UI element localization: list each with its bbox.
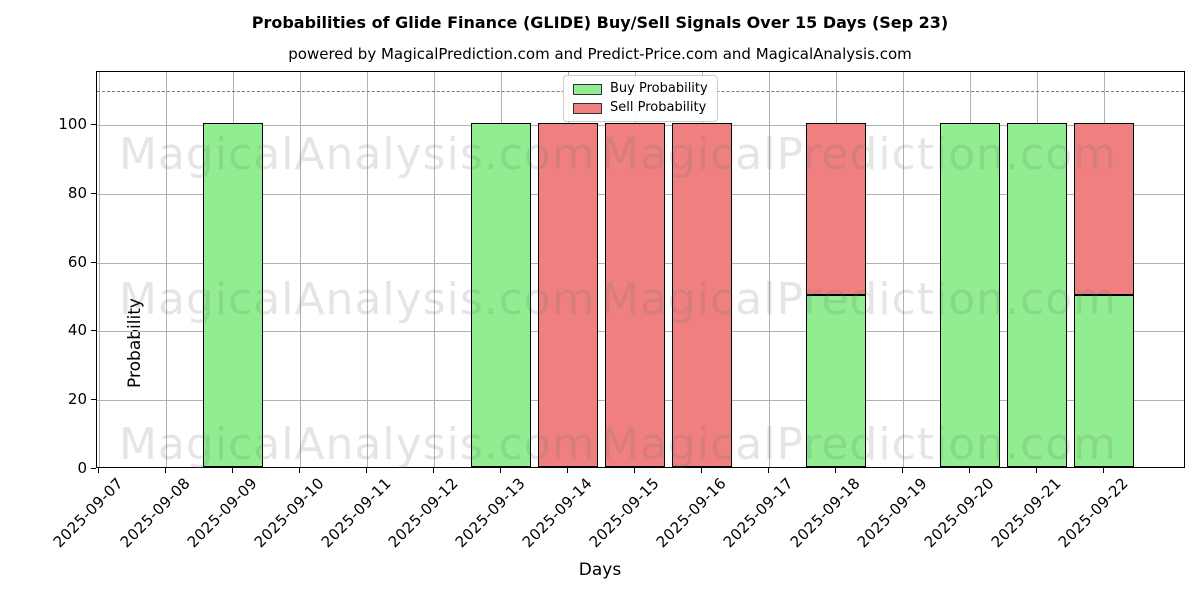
x-tick-mark — [969, 468, 970, 473]
legend: Buy Probability Sell Probability — [563, 75, 718, 122]
x-gridline — [166, 72, 167, 467]
x-tick-label: 2025-09-12 — [384, 474, 462, 552]
x-tick-label: 2025-09-13 — [451, 474, 529, 552]
x-tick-mark — [232, 468, 233, 473]
legend-item-buy: Buy Probability — [573, 82, 708, 96]
y-tick-mark — [91, 261, 96, 263]
bar-segment-buy-2025-09-13 — [471, 123, 531, 467]
bar-segment-buy-2025-09-20 — [940, 123, 1000, 467]
x-tick-mark — [902, 468, 903, 473]
x-tick-label: 2025-09-11 — [317, 474, 395, 552]
bar-segment-buy-2025-09-18 — [806, 295, 866, 467]
bar-segment-sell-2025-09-18 — [806, 123, 866, 295]
x-gridline — [99, 72, 100, 467]
y-tick-label: 60 — [67, 252, 87, 271]
x-gridline — [434, 72, 435, 467]
y-tick-label: 20 — [67, 390, 87, 409]
bar-segment-sell-2025-09-16 — [672, 123, 732, 467]
legend-label-sell: Sell Probability — [610, 100, 707, 115]
x-tick-mark — [98, 468, 99, 473]
x-tick-label: 2025-09-20 — [920, 474, 998, 552]
x-tick-label: 2025-09-22 — [1054, 474, 1132, 552]
x-tick-mark — [433, 468, 434, 473]
x-gridline — [903, 72, 904, 467]
y-tick-mark — [91, 124, 96, 125]
x-tick-mark — [1036, 468, 1037, 473]
x-tick-mark — [768, 468, 769, 473]
x-tick-label: 2025-09-15 — [585, 474, 663, 552]
x-tick-mark — [366, 468, 367, 473]
x-gridline — [367, 72, 368, 467]
bar-segment-buy-2025-09-09 — [203, 123, 263, 467]
legend-swatch-buy — [573, 83, 602, 95]
y-tick-mark — [91, 399, 96, 401]
y-tick-mark — [91, 192, 96, 194]
x-tick-mark — [1103, 468, 1104, 473]
legend-item-sell: Sell Probability — [573, 101, 708, 115]
x-tick-label: 2025-09-21 — [987, 474, 1065, 552]
x-tick-label: 2025-09-17 — [719, 474, 797, 552]
y-tick-label: 40 — [67, 321, 87, 340]
x-tick-mark — [299, 468, 300, 473]
y-axis-label: Probability — [125, 298, 145, 388]
legend-swatch-sell — [573, 102, 602, 114]
x-axis-label: Days — [578, 560, 622, 580]
x-tick-label: 2025-09-08 — [116, 474, 194, 552]
chart-subtitle: powered by MagicalPrediction.com and Pre… — [288, 45, 912, 63]
x-tick-label: 2025-09-18 — [786, 474, 864, 552]
x-tick-label: 2025-09-09 — [183, 474, 261, 552]
bar-segment-sell-2025-09-14 — [538, 123, 598, 467]
bar-segment-sell-2025-09-22 — [1074, 123, 1134, 295]
bar-segment-buy-2025-09-22 — [1074, 295, 1134, 467]
plot-area: Probability MagicalAnalysis.comMagicalPr… — [96, 71, 1185, 468]
x-tick-mark — [634, 468, 635, 473]
legend-label-buy: Buy Probability — [610, 81, 708, 96]
y-tick-mark — [91, 468, 96, 469]
y-tick-label: 80 — [67, 183, 87, 202]
x-tick-label: 2025-09-14 — [518, 474, 596, 552]
x-gridline — [300, 72, 301, 467]
y-tick-label: 0 — [77, 459, 87, 477]
chart-title: Probabilities of Glide Finance (GLIDE) B… — [251, 13, 949, 32]
bar-segment-buy-2025-09-21 — [1007, 123, 1067, 467]
y-tick-label: 100 — [58, 115, 87, 133]
bar-segment-sell-2025-09-15 — [605, 123, 665, 467]
x-tick-mark — [701, 468, 702, 473]
x-tick-label: 2025-09-07 — [49, 474, 127, 552]
x-tick-label: 2025-09-10 — [250, 474, 328, 552]
x-tick-mark — [567, 468, 568, 473]
y-tick-mark — [91, 330, 96, 332]
x-tick-label: 2025-09-16 — [652, 474, 730, 552]
x-tick-mark — [500, 468, 501, 473]
x-gridline — [769, 72, 770, 467]
x-tick-label: 2025-09-19 — [853, 474, 931, 552]
x-tick-mark — [835, 468, 836, 473]
x-tick-mark — [165, 468, 166, 473]
